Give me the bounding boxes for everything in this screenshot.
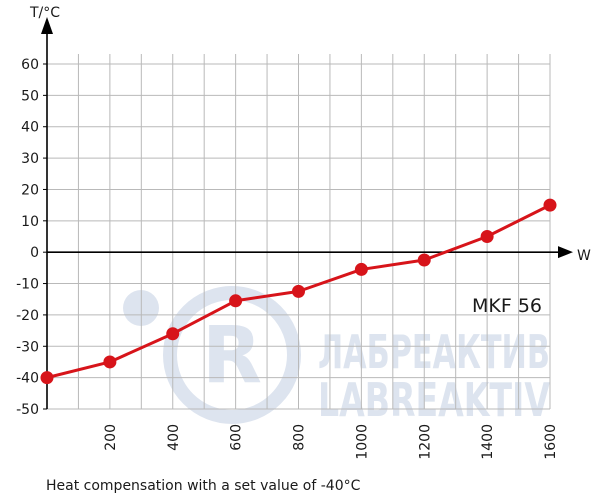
y-tick-label: 20 [21,182,39,198]
grid [47,54,551,410]
y-tick-label: 30 [21,151,39,167]
x-tick-label: 1000 [354,424,370,460]
x-tick-label: 600 [229,424,245,451]
data-point [166,327,180,341]
data-point [417,253,431,267]
axes [41,17,573,410]
watermark-logo-letter: R [202,311,262,401]
x-tick-label: 1200 [417,424,433,460]
y-tick-label: 50 [21,88,39,104]
x-tick-label: 400 [166,424,182,451]
x-axis-arrow [558,246,573,259]
y-tick-label: 10 [21,214,39,230]
y-tick-label: -30 [16,339,39,355]
x-tick-label: 1400 [480,424,496,460]
data-point [480,230,494,243]
y-tick-label: -10 [16,277,39,293]
x-tick-label: 800 [292,424,308,451]
y-tick-label: 40 [21,120,39,136]
data-point [103,355,117,369]
y-tick-label: -50 [16,402,39,418]
watermark: R ЛАБРЕАКТИВ LABREAKTIV [123,286,550,427]
data-point [40,371,54,385]
y-tick-label: 60 [21,57,39,73]
watermark-ring [163,286,301,424]
watermark-line2: LABREAKTIV [318,373,550,427]
series-group [40,198,557,385]
y-tick-label: -20 [16,308,39,324]
y-tick-label: -40 [16,371,39,387]
y-tick-label: 0 [30,245,39,261]
data-point [292,284,305,298]
data-point [229,294,243,308]
chart-caption: Heat compensation with a set value of -4… [46,478,361,494]
data-point [354,262,368,276]
y-axis-title: T/°C [29,5,60,21]
watermark-line1: ЛАБРЕАКТИВ [318,325,550,379]
data-point [543,198,557,212]
x-tick-label: 200 [103,424,119,451]
x-axis-title: W [577,248,591,264]
x-tick-label: 1600 [543,424,559,460]
x-tick-labels: 200 400 600 800 1000 1200 1400 1600 [103,424,559,460]
model-annotation: MKF 56 [472,295,542,317]
y-tick-labels: 60 50 40 30 20 10 0 -10 -20 -30 -40 -50 [16,57,39,418]
y-axis-arrow [41,17,53,34]
